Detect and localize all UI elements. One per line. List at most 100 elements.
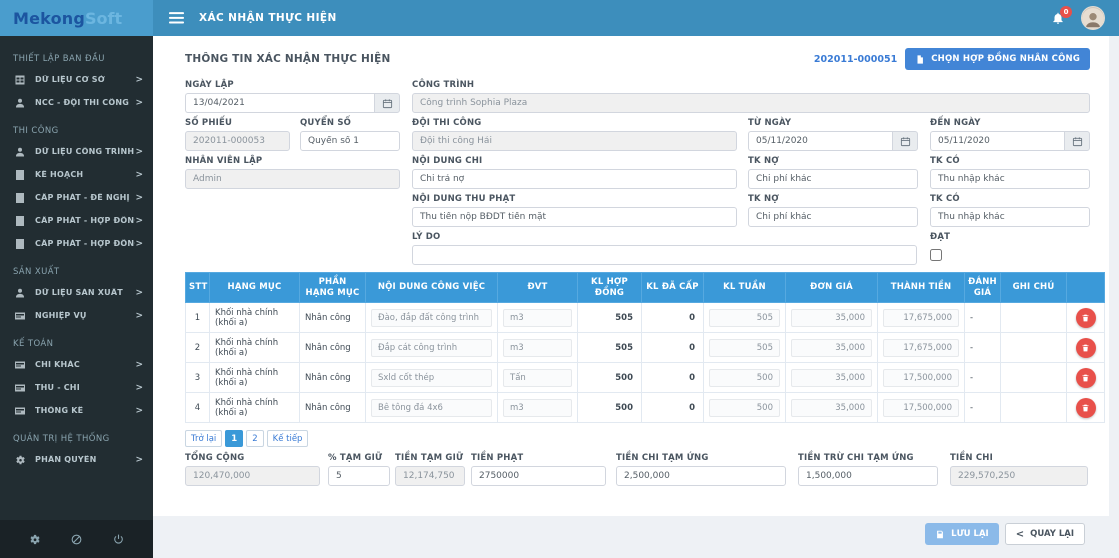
save-button[interactable]: LƯU LẠI — [925, 523, 999, 545]
so-phieu-input[interactable] — [185, 131, 290, 151]
cell-kl-tuan-input[interactable]: 505 — [709, 338, 780, 357]
calendar-icon[interactable] — [892, 131, 918, 151]
topbar-right: 0 — [1051, 6, 1119, 30]
cell-thanh-tien-input[interactable]: 17,675,000 — [883, 338, 959, 357]
noi-dung-chi-input[interactable] — [412, 169, 737, 189]
sidebar-item-thong-ke[interactable]: THỐNG KÊ > — [0, 399, 153, 422]
chevron-right-icon: > — [135, 405, 143, 416]
delete-row-button[interactable] — [1075, 337, 1096, 358]
cell-kl-tuan-input[interactable]: 500 — [709, 368, 780, 387]
cell-ghi-chu[interactable] — [1000, 362, 1067, 394]
cell-phan-hang-muc: Nhân công — [299, 302, 366, 334]
cell-thanh-tien-input[interactable]: 17,500,000 — [883, 368, 959, 387]
cong-trinh-input[interactable] — [412, 93, 1090, 113]
quyen-so-input[interactable] — [300, 131, 400, 151]
tien-tam-giu-input[interactable] — [395, 466, 465, 487]
cell-thanh-tien-input[interactable]: 17,500,000 — [883, 398, 959, 417]
tk-no-label: TK NỢ — [748, 156, 779, 166]
tk-co-input[interactable] — [930, 169, 1090, 189]
dat-checkbox[interactable] — [930, 249, 942, 261]
tk-no-2-input[interactable] — [748, 207, 918, 227]
cell-dvt-input[interactable]: m3 — [503, 398, 572, 417]
cell-don-gia-input[interactable]: 35,000 — [791, 398, 872, 417]
sidebar-item-thu-chi[interactable]: THU - CHI > — [0, 376, 153, 399]
tu-ngay-input[interactable] — [748, 131, 892, 151]
cell-dvt-input[interactable]: Tấn — [503, 368, 572, 387]
cell-don-gia-input[interactable]: 35,000 — [791, 338, 872, 357]
delete-row-button[interactable] — [1075, 367, 1096, 388]
user-avatar[interactable] — [1081, 6, 1105, 30]
cell-noi-dung-input[interactable]: Sxld cốt thép — [371, 368, 492, 387]
card-icon — [13, 309, 26, 322]
ly-do-input[interactable] — [412, 245, 917, 265]
pagination-next-button[interactable]: Kế tiếp — [266, 430, 309, 448]
sidebar-item-nghiep-vu[interactable]: NGHIỆP VỤ > — [0, 304, 153, 327]
sidebar-item-cap-phat-de-nghi[interactable]: CẤP PHÁT - ĐỀ NGHỊ > — [0, 186, 153, 209]
logo-text-secondary: Soft — [85, 8, 123, 28]
sidebar-item-ke-hoach[interactable]: KẾ HOẠCH > — [0, 163, 153, 186]
col-phan-hang-muc: PHẦN HẠNG MỤC — [299, 271, 366, 304]
document-number-link[interactable]: 202011-000051 — [813, 53, 898, 65]
cell-noi-dung-input[interactable]: Đắp cát công trình — [371, 338, 492, 357]
delete-row-button[interactable] — [1075, 307, 1096, 328]
cell-dvt-input[interactable]: m3 — [503, 308, 572, 327]
back-button[interactable]: < QUAY LẠI — [1004, 523, 1085, 545]
choose-contract-button[interactable]: CHỌN HỢP ĐỒNG NHÂN CÔNG — [905, 48, 1090, 70]
cell-ghi-chu[interactable] — [1000, 302, 1067, 334]
user-icon — [13, 96, 26, 109]
pct-tam-giu-input[interactable] — [328, 466, 390, 487]
tien-chi-input[interactable] — [950, 466, 1088, 487]
tien-phat-input[interactable] — [471, 466, 606, 487]
den-ngay-input[interactable] — [930, 131, 1064, 151]
cell-ghi-chu[interactable] — [1000, 332, 1067, 364]
cell-kl-hop-dong: 505 — [577, 302, 642, 334]
app-logo[interactable]: Mekong Soft — [0, 0, 153, 36]
cell-ghi-chu[interactable] — [1000, 392, 1067, 424]
nhan-vien-lap-label: NHÂN VIÊN LẬP — [185, 156, 263, 166]
sidebar-item-phan-quyen[interactable]: PHÂN QUYỀN > — [0, 448, 153, 471]
cell-kl-tuan-input[interactable]: 505 — [709, 308, 780, 327]
table-icon — [13, 73, 26, 86]
calendar-icon[interactable] — [1064, 131, 1090, 151]
pct-tam-giu-label: % TẠM GIỮ — [328, 453, 383, 464]
col-stt: STT — [185, 271, 210, 304]
cell-thanh-tien-input[interactable]: 17,675,000 — [883, 308, 959, 327]
pagination-page-2[interactable]: 2 — [246, 430, 264, 448]
cell-dvt-input[interactable]: m3 — [503, 338, 572, 357]
sidebar-item-du-lieu-cong-trinh[interactable]: DỮ LIỆU CÔNG TRÌNH > — [0, 140, 153, 163]
sidebar-section-quan-tri: QUẢN TRỊ HỆ THỐNG — [13, 434, 110, 444]
notification-bell-icon[interactable]: 0 — [1051, 6, 1072, 25]
delete-row-button[interactable] — [1075, 397, 1096, 418]
nhan-vien-lap-input[interactable] — [185, 169, 400, 189]
tk-co-2-input[interactable] — [930, 207, 1090, 227]
cell-noi-dung-input[interactable]: Đào, đắp đất công trình — [371, 308, 492, 327]
table-row: 3 Khối nhà chính (khối a) Nhân công Sxld… — [185, 362, 1105, 394]
ngay-lap-input[interactable] — [185, 93, 374, 113]
power-icon[interactable] — [112, 533, 125, 546]
tien-chi-tam-ung-input[interactable] — [616, 466, 786, 487]
cell-kl-tuan-input[interactable]: 500 — [709, 398, 780, 417]
sidebar-item-du-lieu-co-so[interactable]: DỮ LIỆU CƠ SỞ > — [0, 68, 153, 91]
sidebar-item-du-lieu-san-xuat[interactable]: DỮ LIỆU SẢN XUẤT > — [0, 281, 153, 304]
cell-don-gia-input[interactable]: 35,000 — [791, 368, 872, 387]
tong-cong-input[interactable] — [185, 466, 320, 487]
cell-kl-hop-dong: 500 — [577, 392, 642, 424]
pagination-page-1[interactable]: 1 — [225, 430, 244, 448]
settings-gear-icon[interactable] — [28, 533, 41, 546]
chevron-right-icon: > — [135, 146, 143, 157]
calendar-icon[interactable] — [374, 93, 400, 113]
cell-don-gia-input[interactable]: 35,000 — [791, 308, 872, 327]
document-icon — [13, 237, 26, 250]
doi-thi-cong-input[interactable] — [412, 131, 737, 151]
noi-dung-thu-phat-input[interactable] — [412, 207, 737, 227]
tk-no-input[interactable] — [748, 169, 918, 189]
sidebar-item-cap-phat-hop-dong-vt[interactable]: CẤP PHÁT - HỢP ĐỒNG VT > — [0, 232, 153, 255]
hamburger-menu-icon[interactable] — [153, 0, 199, 36]
hide-slash-icon[interactable] — [70, 533, 83, 546]
pagination-prev-button[interactable]: Trở lại — [185, 430, 223, 448]
sidebar-item-cap-phat-hop-dong-nc[interactable]: CẤP PHÁT - HỢP ĐỒNG NC > — [0, 209, 153, 232]
sidebar-item-chi-khac[interactable]: CHI KHÁC > — [0, 353, 153, 376]
sidebar-item-ncc-doi-thi-cong[interactable]: NCC - ĐỘI THI CÔNG > — [0, 91, 153, 114]
tien-tru-chi-tam-ung-input[interactable] — [798, 466, 938, 487]
cell-noi-dung-input[interactable]: Bê tông đá 4x6 — [371, 398, 492, 417]
